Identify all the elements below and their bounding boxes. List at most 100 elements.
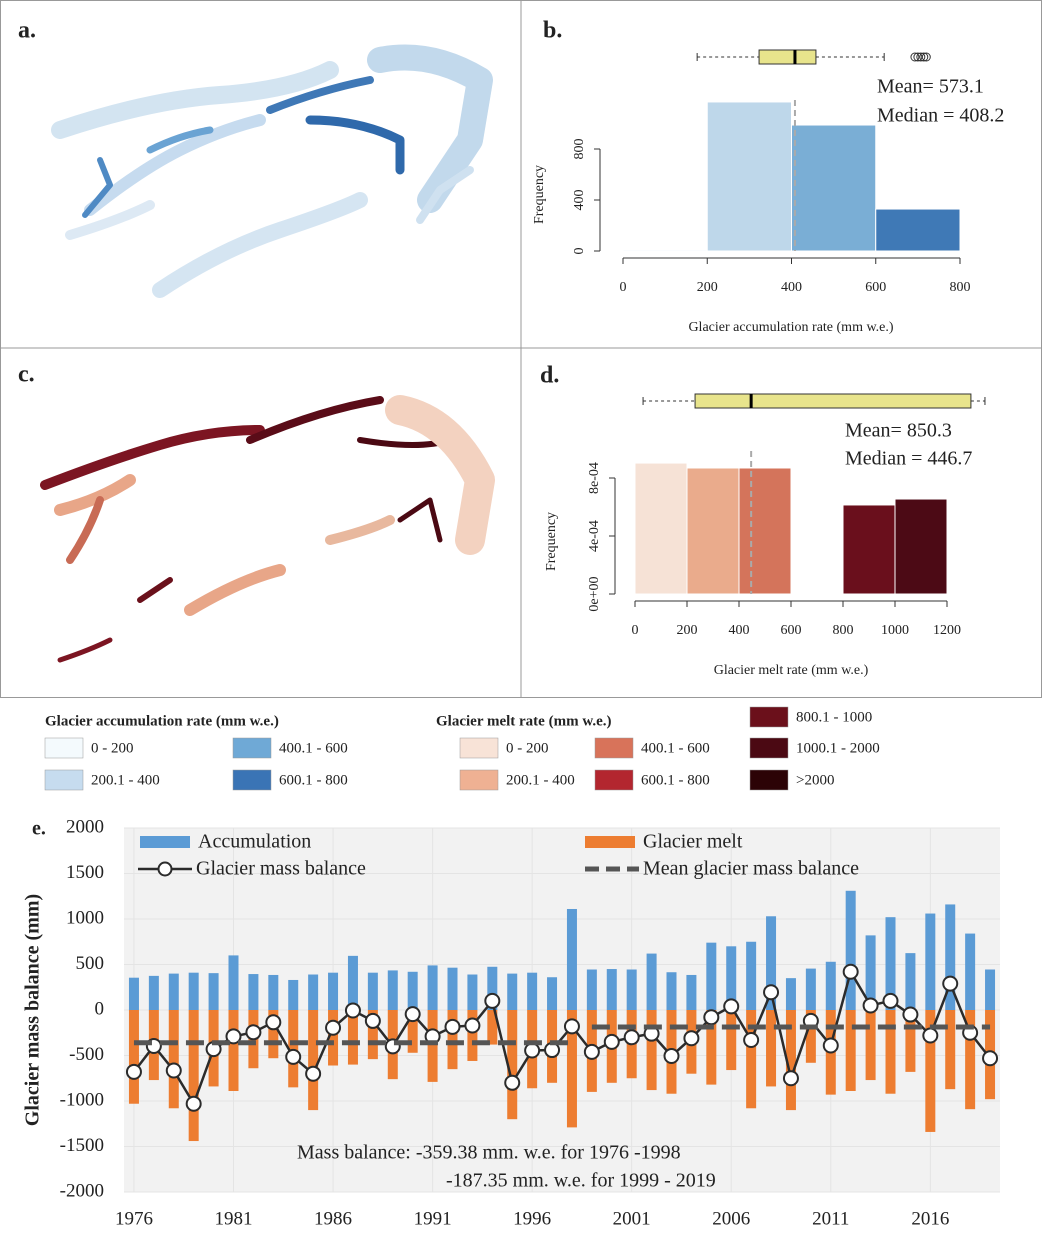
panel-label: c. [18, 362, 35, 388]
balance-point [703, 1009, 720, 1026]
x-tick-label: 2001 [613, 1208, 651, 1229]
bar [188, 972, 199, 1010]
bar [885, 917, 896, 1010]
x-tick-label: 1000 [881, 623, 909, 638]
bar [547, 977, 558, 1010]
legend-label: 200.1 - 400 [91, 772, 160, 788]
balance-point [165, 1062, 182, 1079]
bar [308, 974, 319, 1010]
bar [387, 970, 398, 1010]
panel-label: d. [540, 363, 559, 389]
map-shape [51, 61, 339, 139]
bar [168, 973, 179, 1010]
y-tick-label: 4e-04 [587, 520, 602, 552]
x-tick-label: 0 [620, 280, 627, 295]
balance-point [404, 1006, 421, 1023]
bar [865, 1010, 876, 1081]
y-tick-label: -1500 [60, 1135, 104, 1156]
legend-label: 400.1 - 600 [641, 740, 710, 756]
x-axis-label: Glacier melt rate (mm w.e.) [714, 663, 869, 678]
y-tick-label: 1500 [66, 862, 104, 883]
balance-point [683, 1030, 700, 1047]
legend-label: 800.1 - 1000 [796, 709, 872, 725]
annotation: -187.35 mm. w.e. for 1999 - 2019 [446, 1170, 716, 1192]
balance-point [743, 1032, 760, 1049]
annotation: Median = 408.2 [877, 105, 1004, 127]
legend-swatch [459, 737, 499, 759]
panel-label: a. [18, 18, 36, 44]
x-tick-label: 1991 [414, 1208, 452, 1229]
y-axis-label: Frequency [532, 165, 547, 224]
legend-swatch [594, 737, 634, 759]
legend-label: Glacier mass balance [196, 858, 366, 880]
balance-point [862, 997, 879, 1014]
x-axis-label: Glacier accumulation rate (mm w.e.) [688, 320, 893, 335]
bar [507, 973, 518, 1010]
hist-bar [842, 504, 896, 595]
bar [726, 1010, 737, 1071]
legend-swatch [140, 836, 190, 848]
map-shape [246, 396, 384, 444]
balance-point [623, 1029, 640, 1046]
map-shape [385, 395, 495, 555]
x-tick-label: 800 [950, 280, 971, 295]
bar [606, 969, 617, 1010]
legend-label: 0 - 200 [91, 740, 134, 756]
legend-swatch [585, 836, 635, 848]
legend-swatch [749, 706, 789, 728]
bar [487, 1010, 498, 1045]
bar [586, 969, 597, 1010]
map-shape [82, 157, 113, 218]
bar [785, 978, 796, 1010]
bar [447, 1010, 458, 1070]
bar [487, 966, 498, 1010]
map-shape [137, 577, 173, 603]
x-tick-label: 600 [781, 623, 802, 638]
y-axis-label: Frequency [544, 512, 559, 571]
x-tick-label: 200 [697, 280, 718, 295]
bar [228, 1010, 239, 1091]
hist-bar [738, 467, 792, 595]
map-shape [397, 497, 443, 543]
bar [865, 935, 876, 1010]
bar [328, 1010, 339, 1066]
x-tick-label: 2006 [712, 1208, 750, 1229]
bar [228, 955, 239, 1010]
legend-swatch [459, 769, 499, 791]
balance-point [603, 1033, 620, 1050]
bar [766, 1010, 777, 1087]
x-tick-label: 1981 [215, 1208, 253, 1229]
y-tick-label: 400 [572, 190, 587, 211]
legend-label: >2000 [796, 772, 834, 788]
annotation: Mean= 850.3 [845, 420, 952, 442]
bar [308, 1010, 319, 1111]
balance-point [663, 1047, 680, 1064]
map-shape [184, 564, 286, 616]
balance-point [344, 1002, 361, 1019]
x-tick-label: 400 [729, 623, 750, 638]
y-tick-label: -1000 [60, 1089, 104, 1110]
x-tick-label: 1200 [933, 623, 961, 638]
box [694, 393, 972, 409]
balance-point [464, 1017, 481, 1034]
balance-point [822, 1037, 839, 1054]
y-tick-label: 2000 [66, 816, 104, 837]
legend-swatch [749, 737, 789, 759]
legend-label: 200.1 - 400 [506, 772, 575, 788]
bar [905, 1010, 916, 1072]
balance-point [882, 992, 899, 1009]
outlier [919, 52, 929, 62]
legend-label: Glacier melt [643, 831, 743, 853]
bar [507, 1010, 518, 1120]
balance-point [922, 1027, 939, 1044]
balance-point [842, 963, 859, 980]
balance-point [444, 1018, 461, 1035]
bar [407, 971, 418, 1010]
map-c [40, 395, 495, 663]
balance-point [305, 1065, 322, 1082]
bar [626, 969, 637, 1010]
balance-point [982, 1050, 999, 1067]
x-tick-label: 1976 [115, 1208, 153, 1229]
legend-swatch [594, 769, 634, 791]
bar [566, 908, 577, 1010]
